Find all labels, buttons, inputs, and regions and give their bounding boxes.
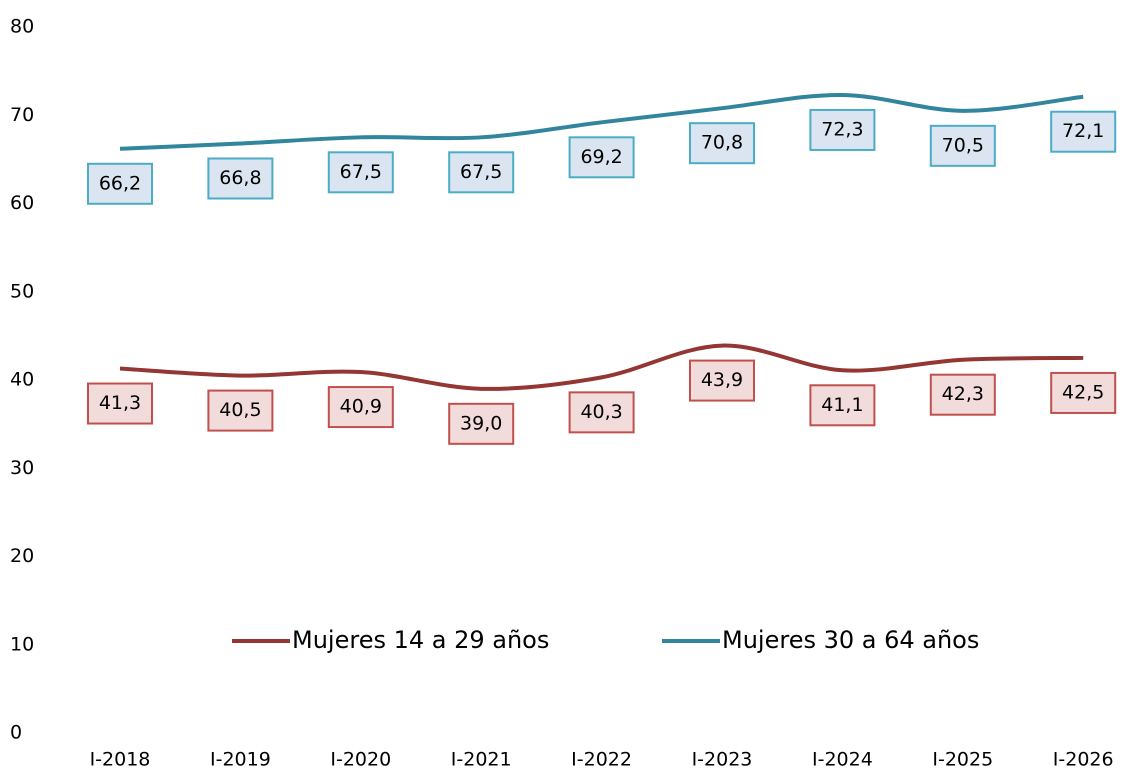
- legend-label: Mujeres 30 a 64 años: [722, 626, 979, 654]
- data-label-box: [87, 382, 153, 425]
- data-label-box: [207, 389, 274, 432]
- x-tick-label: I-2020: [330, 749, 391, 771]
- data-label-box: [207, 157, 274, 200]
- x-tick-label: I-2023: [692, 749, 753, 771]
- data-label: 67,5: [340, 161, 382, 183]
- data-label: 42,5: [1062, 381, 1104, 403]
- data-label-box: [1050, 371, 1117, 414]
- y-tick-label: 10: [10, 633, 34, 655]
- data-label: 40,5: [219, 399, 261, 421]
- data-label-box: [568, 136, 635, 179]
- y-tick-label: 20: [10, 545, 34, 567]
- data-label-box: [448, 402, 515, 445]
- y-tick-label: 70: [10, 104, 34, 126]
- data-label-box: [327, 386, 394, 429]
- data-label: 41,3: [99, 392, 141, 414]
- x-tick-label: I-2019: [210, 749, 271, 771]
- x-tick-label: I-2022: [571, 749, 632, 771]
- data-label: 42,3: [942, 383, 984, 405]
- data-label: 67,5: [460, 161, 502, 183]
- x-tick-label: I-2018: [90, 749, 151, 771]
- x-tick-label: I-2021: [451, 749, 512, 771]
- data-label-box: [448, 151, 515, 194]
- y-tick-label: 60: [10, 192, 34, 214]
- data-label: 39,0: [460, 412, 502, 434]
- data-label-box: [689, 122, 755, 165]
- x-tick-label: I-2025: [932, 749, 993, 771]
- data-label-box: [929, 373, 996, 416]
- y-tick-label: 40: [10, 369, 34, 391]
- series-line: [119, 343, 1084, 391]
- y-tick-label: 80: [10, 16, 34, 38]
- x-tick-label: I-2026: [1053, 749, 1114, 771]
- data-label-box: [809, 384, 876, 427]
- data-label-box: [87, 162, 153, 205]
- data-label-box: [689, 359, 755, 402]
- data-label: 72,1: [1062, 120, 1104, 142]
- data-label-box: [327, 151, 394, 194]
- y-tick-label: 30: [10, 457, 34, 479]
- data-label: 41,1: [821, 394, 863, 416]
- data-label-box: [809, 108, 876, 151]
- x-tick-label: I-2024: [812, 749, 873, 771]
- data-label-box: [568, 391, 635, 434]
- data-label: 43,9: [701, 369, 743, 391]
- data-label: 66,2: [99, 172, 141, 194]
- data-label: 72,3: [821, 118, 863, 140]
- data-label: 70,8: [701, 132, 743, 154]
- data-label-box: [929, 124, 996, 167]
- y-tick-label: 0: [10, 722, 22, 744]
- data-label: 40,9: [340, 396, 382, 418]
- legend-label: Mujeres 14 a 29 años: [292, 626, 549, 654]
- data-label: 40,3: [580, 401, 622, 423]
- series-line: [119, 92, 1084, 151]
- data-label: 69,2: [580, 146, 622, 168]
- data-label-box: [1050, 110, 1117, 153]
- data-label: 70,5: [942, 134, 984, 156]
- y-tick-label: 50: [10, 280, 34, 302]
- data-label: 66,8: [219, 167, 261, 189]
